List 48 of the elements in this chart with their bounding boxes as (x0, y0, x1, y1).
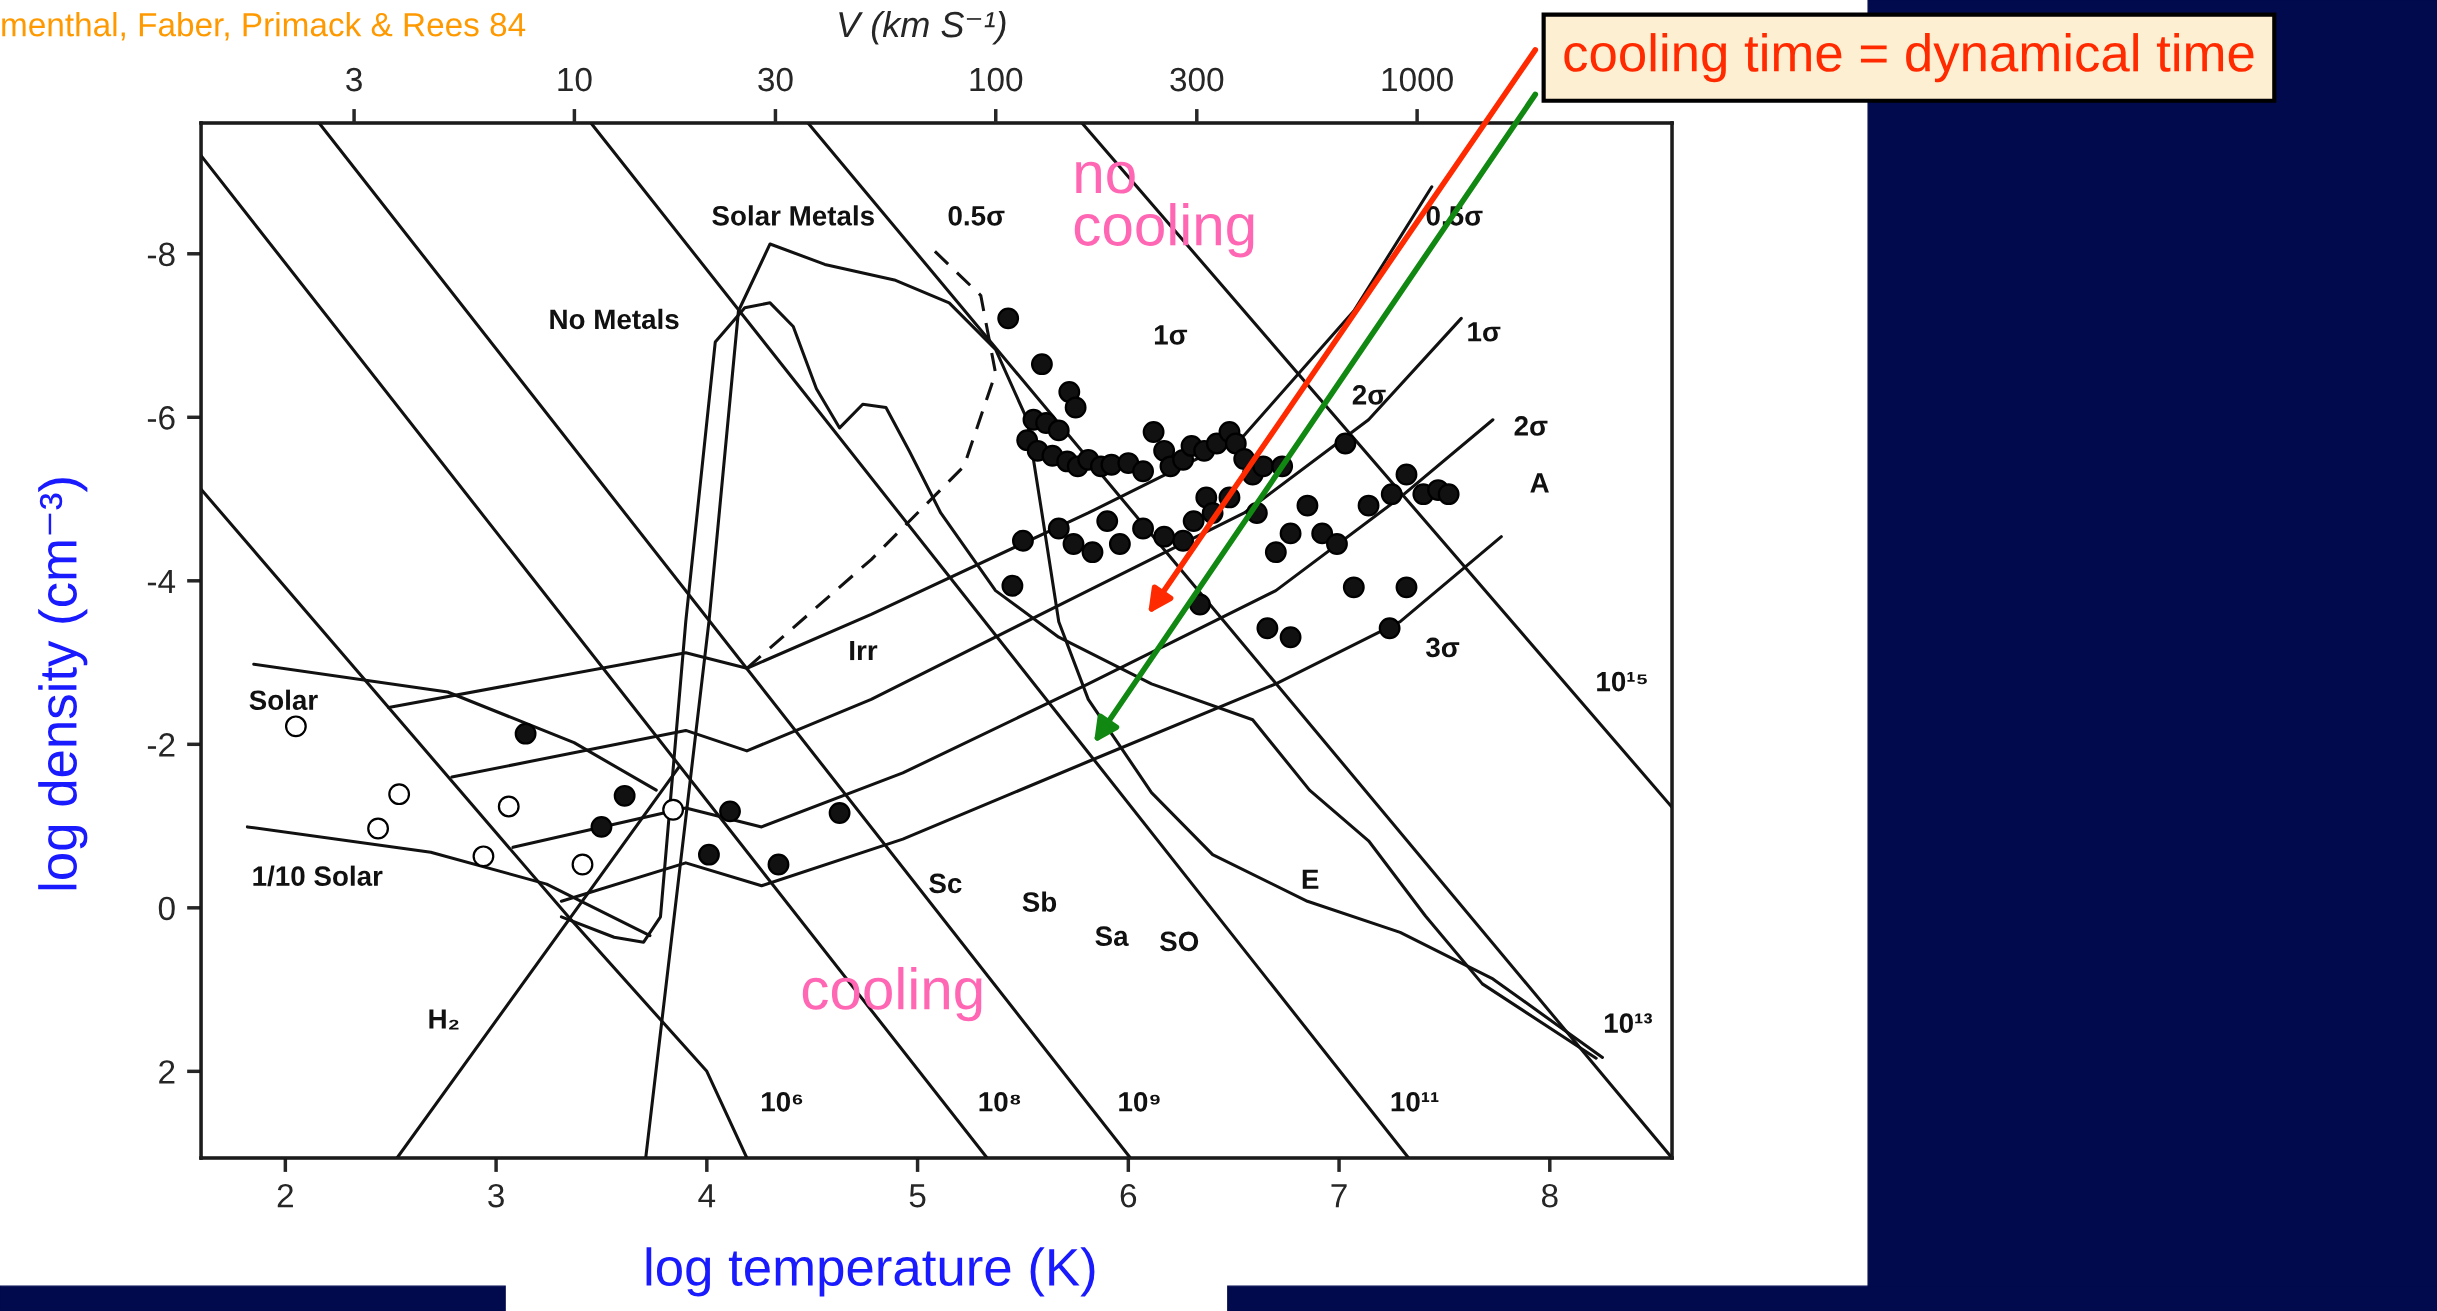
annotation: 2σ (1514, 416, 1548, 436)
x2-tick-label: 10 (558, 67, 592, 92)
annotation: A (1530, 473, 1549, 493)
annotation: 1/10 Solar (253, 865, 383, 887)
x2-tick-label: 100 (970, 67, 1023, 92)
x2-tick-label: 30 (758, 67, 793, 92)
annotation: 10¹¹ (1391, 1091, 1439, 1112)
annotation: 10⁶ (761, 1091, 803, 1112)
annotation: Solar Metals (712, 205, 874, 226)
annotation: 10¹⁵ (1597, 671, 1647, 692)
annotation: Sa (1095, 926, 1129, 947)
annotation: 10⁸ (979, 1091, 1021, 1112)
text: menthal, Faber, Primack & Rees 84 (2, 11, 526, 41)
x-tick-label: 6 (1120, 1183, 1137, 1208)
annotation: 10⁹ (1119, 1091, 1160, 1112)
x-tick-label: 8 (1541, 1183, 1558, 1208)
annotation: No Metals (550, 308, 679, 330)
annotation: H₂ (429, 1009, 459, 1030)
y-tick-label: -2 (147, 733, 175, 757)
y-tick-label: 0 (158, 896, 175, 921)
x2-axis-title: V (km S⁻¹) (839, 10, 1006, 45)
annotation: 10¹³ (1604, 1013, 1652, 1033)
x2-tick-label: 3 (346, 67, 362, 92)
text: cooling time = dynamical time (1564, 33, 2254, 83)
annotation: 0.5σ (948, 205, 1005, 226)
annotation: 3σ (1425, 637, 1460, 658)
x-tick-label: 7 (1331, 1184, 1347, 1208)
annotation: Sc (929, 873, 962, 894)
annotation: Solar (249, 689, 318, 711)
x-tick-label: 4 (698, 1184, 716, 1208)
annotation: SO (1159, 931, 1199, 952)
annotation: Irr (850, 640, 878, 661)
x2-tick-label: 1000 (1382, 67, 1453, 92)
annotation: Sb (1022, 891, 1057, 912)
y-tick-label: -8 (147, 242, 175, 267)
annotation: 2σ (1352, 385, 1386, 405)
annotation: 1σ (1154, 325, 1188, 345)
x-axis-title: log temperature (K) (646, 1247, 1095, 1297)
annotation: 1σ (1468, 322, 1501, 342)
x-tick-label: 5 (909, 1184, 926, 1208)
y-tick-label: -6 (147, 406, 175, 430)
y-tick-label: 2 (159, 1060, 175, 1084)
x-tick-label: 3 (488, 1183, 504, 1208)
y-tick-label: -4 (147, 569, 176, 593)
y-axis-title: log density (cm⁻³) (38, 478, 88, 890)
x2-tick-label: 300 (1170, 67, 1224, 92)
x-tick-label: 2 (277, 1183, 293, 1208)
annotation: E (1302, 869, 1319, 889)
